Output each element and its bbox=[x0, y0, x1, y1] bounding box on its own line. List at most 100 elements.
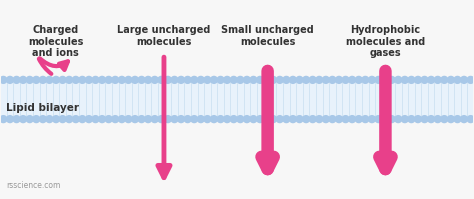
Circle shape bbox=[39, 116, 46, 123]
Circle shape bbox=[66, 116, 73, 123]
Circle shape bbox=[99, 76, 106, 83]
Circle shape bbox=[145, 116, 152, 123]
Circle shape bbox=[322, 116, 329, 123]
Circle shape bbox=[217, 116, 224, 123]
Circle shape bbox=[164, 76, 172, 83]
Circle shape bbox=[375, 116, 382, 123]
Circle shape bbox=[85, 116, 92, 123]
Circle shape bbox=[382, 76, 389, 83]
Circle shape bbox=[329, 76, 336, 83]
Bar bbox=[1, 80, 473, 119]
Circle shape bbox=[395, 116, 401, 123]
Circle shape bbox=[224, 76, 231, 83]
Circle shape bbox=[158, 116, 165, 123]
Circle shape bbox=[388, 76, 395, 83]
Text: Charged
molecules
and ions: Charged molecules and ions bbox=[28, 25, 83, 58]
Circle shape bbox=[309, 116, 316, 123]
Circle shape bbox=[178, 76, 184, 83]
Circle shape bbox=[395, 76, 401, 83]
Circle shape bbox=[467, 116, 474, 123]
Circle shape bbox=[197, 116, 204, 123]
Circle shape bbox=[53, 116, 60, 123]
Circle shape bbox=[401, 76, 408, 83]
Circle shape bbox=[7, 116, 13, 123]
Circle shape bbox=[296, 76, 303, 83]
Circle shape bbox=[408, 116, 415, 123]
Circle shape bbox=[230, 76, 237, 83]
Text: rsscience.com: rsscience.com bbox=[6, 181, 61, 190]
Circle shape bbox=[237, 116, 244, 123]
Circle shape bbox=[53, 76, 60, 83]
Circle shape bbox=[447, 76, 455, 83]
Circle shape bbox=[263, 76, 270, 83]
Circle shape bbox=[421, 116, 428, 123]
Circle shape bbox=[296, 116, 303, 123]
Circle shape bbox=[73, 76, 79, 83]
Circle shape bbox=[336, 116, 343, 123]
Circle shape bbox=[92, 116, 99, 123]
Circle shape bbox=[362, 116, 369, 123]
Circle shape bbox=[26, 76, 33, 83]
Circle shape bbox=[184, 76, 191, 83]
Circle shape bbox=[19, 116, 27, 123]
Circle shape bbox=[368, 76, 375, 83]
Circle shape bbox=[316, 76, 323, 83]
Circle shape bbox=[210, 76, 218, 83]
Circle shape bbox=[158, 76, 165, 83]
Circle shape bbox=[224, 116, 231, 123]
Circle shape bbox=[0, 116, 7, 123]
Circle shape bbox=[99, 116, 106, 123]
Circle shape bbox=[447, 116, 455, 123]
Circle shape bbox=[428, 116, 435, 123]
Circle shape bbox=[250, 76, 257, 83]
Circle shape bbox=[290, 76, 296, 83]
Circle shape bbox=[7, 76, 13, 83]
Circle shape bbox=[454, 116, 461, 123]
Circle shape bbox=[414, 76, 421, 83]
Circle shape bbox=[105, 76, 112, 83]
FancyArrowPatch shape bbox=[40, 58, 68, 70]
Circle shape bbox=[461, 116, 467, 123]
Circle shape bbox=[309, 76, 316, 83]
Circle shape bbox=[414, 116, 421, 123]
Circle shape bbox=[230, 116, 237, 123]
Circle shape bbox=[26, 116, 33, 123]
Circle shape bbox=[59, 116, 66, 123]
Text: Small uncharged
molecules: Small uncharged molecules bbox=[221, 25, 314, 47]
Circle shape bbox=[256, 116, 264, 123]
Circle shape bbox=[256, 76, 264, 83]
Circle shape bbox=[243, 76, 250, 83]
Circle shape bbox=[33, 116, 40, 123]
Circle shape bbox=[329, 116, 336, 123]
Circle shape bbox=[125, 76, 132, 83]
Circle shape bbox=[118, 116, 125, 123]
Circle shape bbox=[388, 116, 395, 123]
Text: Large uncharged
molecules: Large uncharged molecules bbox=[117, 25, 210, 47]
Circle shape bbox=[191, 76, 198, 83]
Circle shape bbox=[283, 116, 290, 123]
Circle shape bbox=[59, 76, 66, 83]
Circle shape bbox=[270, 76, 277, 83]
Circle shape bbox=[356, 116, 362, 123]
Text: Hydrophobic
molecules and
gases: Hydrophobic molecules and gases bbox=[346, 25, 425, 58]
Circle shape bbox=[171, 116, 178, 123]
Circle shape bbox=[434, 116, 441, 123]
Circle shape bbox=[105, 116, 112, 123]
Circle shape bbox=[368, 116, 375, 123]
Circle shape bbox=[342, 116, 349, 123]
Circle shape bbox=[204, 76, 211, 83]
Circle shape bbox=[316, 116, 323, 123]
Circle shape bbox=[302, 116, 310, 123]
Circle shape bbox=[19, 76, 27, 83]
Circle shape bbox=[46, 76, 53, 83]
Circle shape bbox=[178, 116, 184, 123]
Circle shape bbox=[322, 76, 329, 83]
Circle shape bbox=[164, 116, 172, 123]
Circle shape bbox=[210, 116, 218, 123]
Circle shape bbox=[454, 76, 461, 83]
Circle shape bbox=[302, 76, 310, 83]
Circle shape bbox=[250, 116, 257, 123]
Circle shape bbox=[0, 76, 7, 83]
Circle shape bbox=[73, 116, 79, 123]
Circle shape bbox=[171, 76, 178, 83]
